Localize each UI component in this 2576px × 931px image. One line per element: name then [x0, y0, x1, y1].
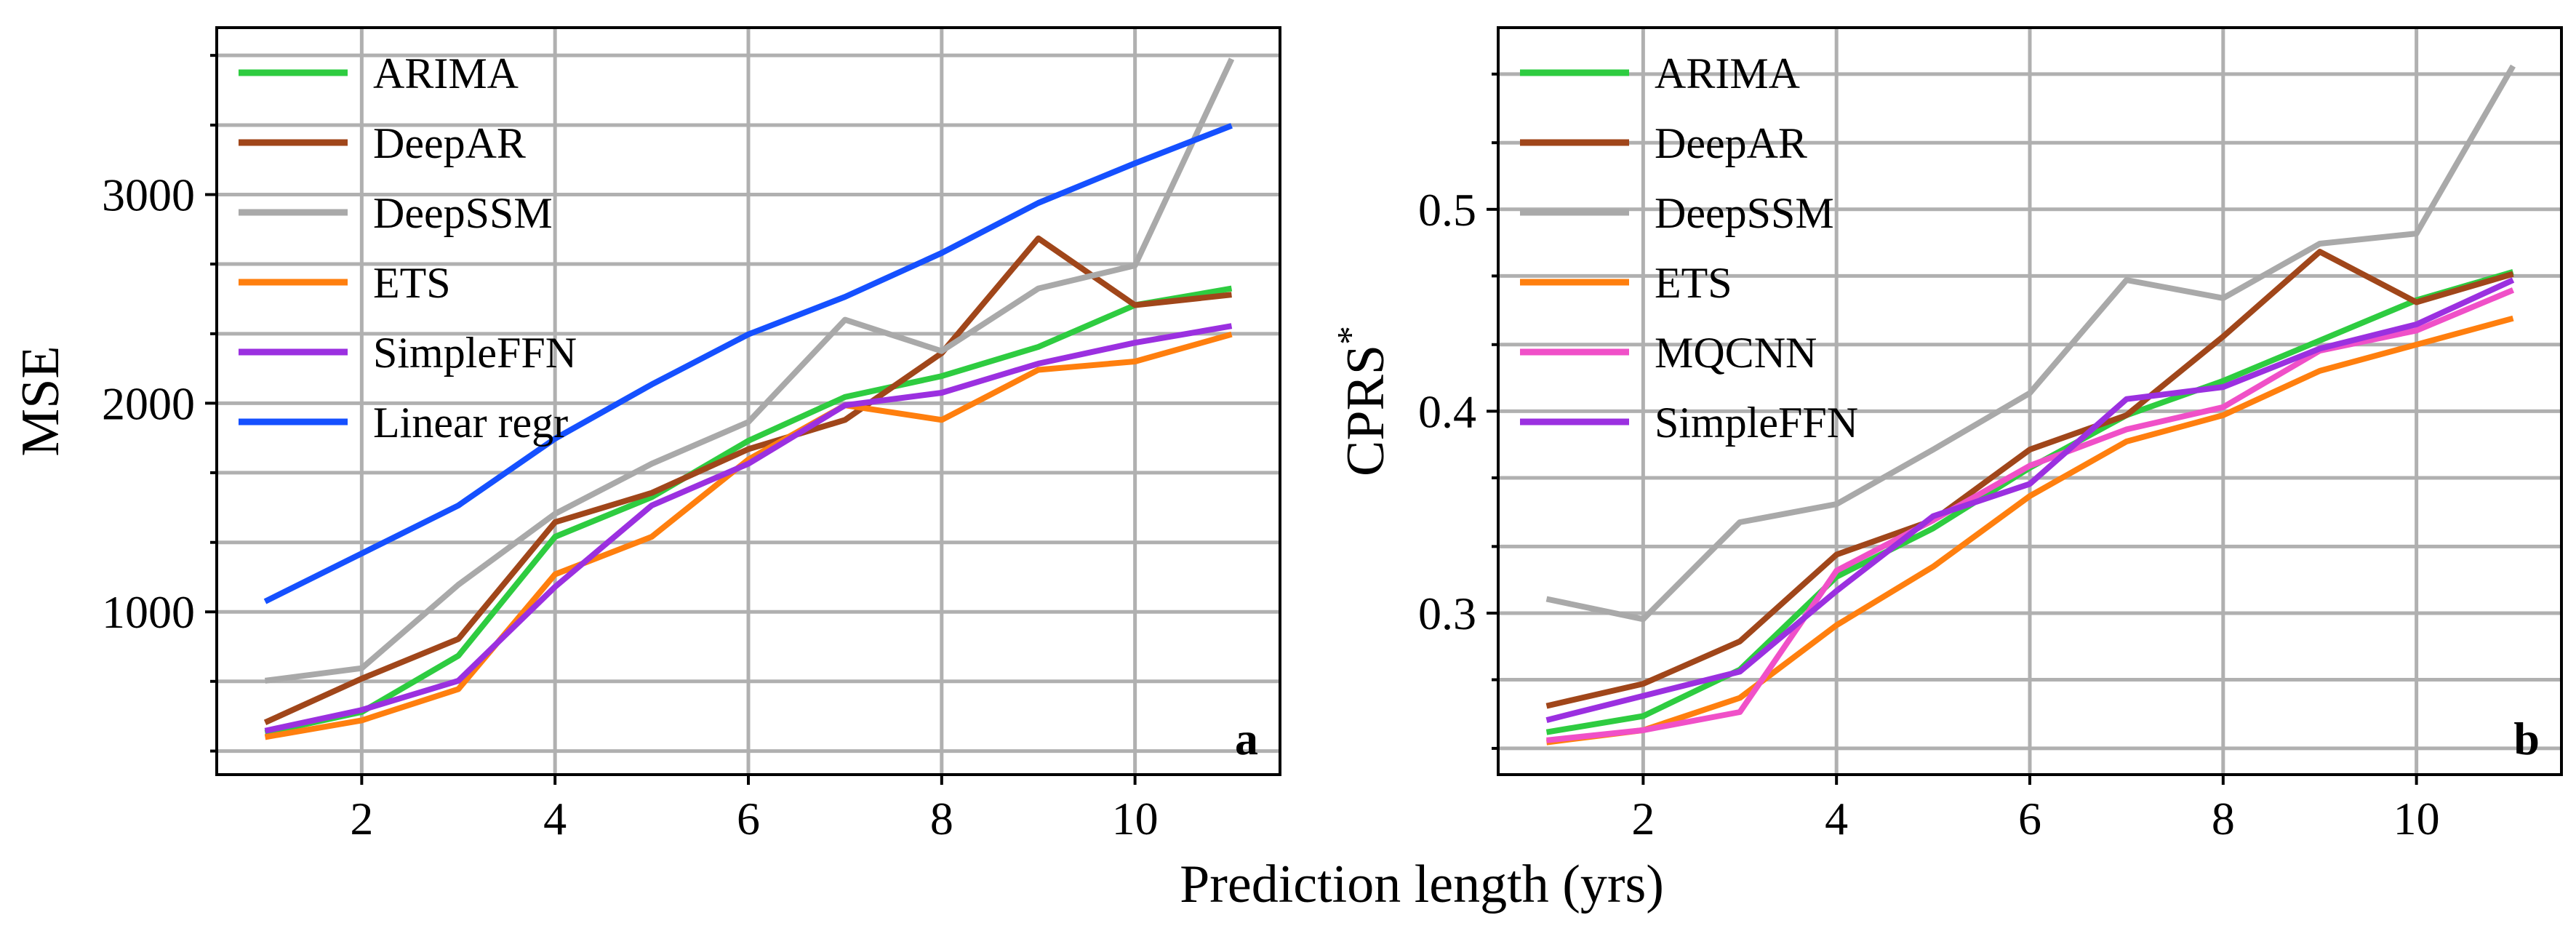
panel-b-x-tick-label: 4 [1825, 793, 1848, 844]
panel-b-y-axis-label-superscript: * [1330, 326, 1372, 345]
panel-a-y-tick-label: 3000 [102, 169, 195, 220]
panel-a-series-arima-line [264, 285, 1233, 736]
panel-a-y-tick-label: 1000 [102, 586, 195, 638]
panel-b-legend-label-deepssm: DeepSSM [1655, 189, 1834, 237]
panel-a-panel-letter: a [1235, 713, 1258, 764]
panel-a-legend-label-deepssm: DeepSSM [373, 189, 553, 237]
panel-b-panel-letter: b [2513, 713, 2540, 764]
panel-a-series-deepar-line [263, 235, 1232, 725]
panel-a-y-axis-label-text: MSE [11, 345, 71, 456]
panel-b-series-deepar-line [1545, 249, 2514, 709]
panel-b-legend-label-arima: ARIMA [1655, 49, 1800, 97]
shared-x-axis-label: Prediction length (yrs) [1180, 855, 1664, 914]
panel-a-y-tick-label: 2000 [102, 377, 195, 429]
panel-a-series-deepssm-line [264, 57, 1235, 684]
panel-b-y-tick-label: 0.4 [1418, 385, 1476, 437]
panel-a-series-ets-line [264, 331, 1233, 740]
panel-b-x-tick-label: 8 [2212, 793, 2235, 844]
panel-b-series-simpleffn-line [1545, 277, 2515, 723]
panel-a-mse-chart: ARIMA DeepAR DeepSSM ETS SimpleFFN Linear reg… [11, 26, 1281, 844]
panel-b-x-tick-label: 2 [1631, 793, 1655, 844]
panel-b-y-axis-label-text: CPRS [1336, 345, 1396, 476]
panel-b-x-tick-label: 10 [2393, 793, 2440, 844]
panel-b-series-deepssm-line [1545, 64, 2516, 623]
panel-a-legend-label-deepar: DeepAR [373, 119, 526, 167]
panel-b-series-mqcnn-line [1546, 287, 2515, 743]
panel-a-legend-label-linear-regr: Linear regr [373, 399, 568, 447]
panel-a-series-linear-regr-line [263, 123, 1233, 604]
panel-a-legend-label-ets: ETS [373, 259, 451, 307]
panel-b-y-tick-label: 0.5 [1418, 184, 1476, 236]
panel-b-cprs-chart: ARIMA DeepAR DeepSSM ETS MQCNN SimpleFFN 2 4 6 8 1… [1330, 26, 2563, 844]
panel-a-x-tick-label: 2 [350, 793, 373, 844]
panel-b-legend-label-mqcnn: MQCNN [1655, 329, 1817, 377]
panel-b-y-axis-label: CPRS* [1330, 326, 1396, 476]
panel-a-x-tick-label: 8 [930, 793, 953, 844]
panel-a-legend-label-arima: ARIMA [373, 49, 519, 97]
panel-b-x-tick-label: 6 [2018, 793, 2041, 844]
panel-b-legend-label-deepar: DeepAR [1655, 119, 1807, 167]
panel-b-series-ets-line [1546, 315, 2514, 746]
panel-a-legend-label-simpleffn: SimpleFFN [373, 329, 577, 377]
panel-a-x-tick-label: 4 [543, 793, 567, 844]
panel-b-legend-label-simpleffn: SimpleFFN [1655, 399, 1858, 447]
panel-b-y-tick-label: 0.3 [1418, 588, 1476, 639]
panel-a-x-tick-label: 6 [737, 793, 760, 844]
panel-a-series-simpleffn-line [264, 323, 1233, 734]
panel-a-y-axis-label: MSE [11, 345, 71, 456]
panel-b-legend-label-ets: ETS [1655, 259, 1732, 307]
panel-a-x-tick-label: 10 [1112, 793, 1159, 844]
